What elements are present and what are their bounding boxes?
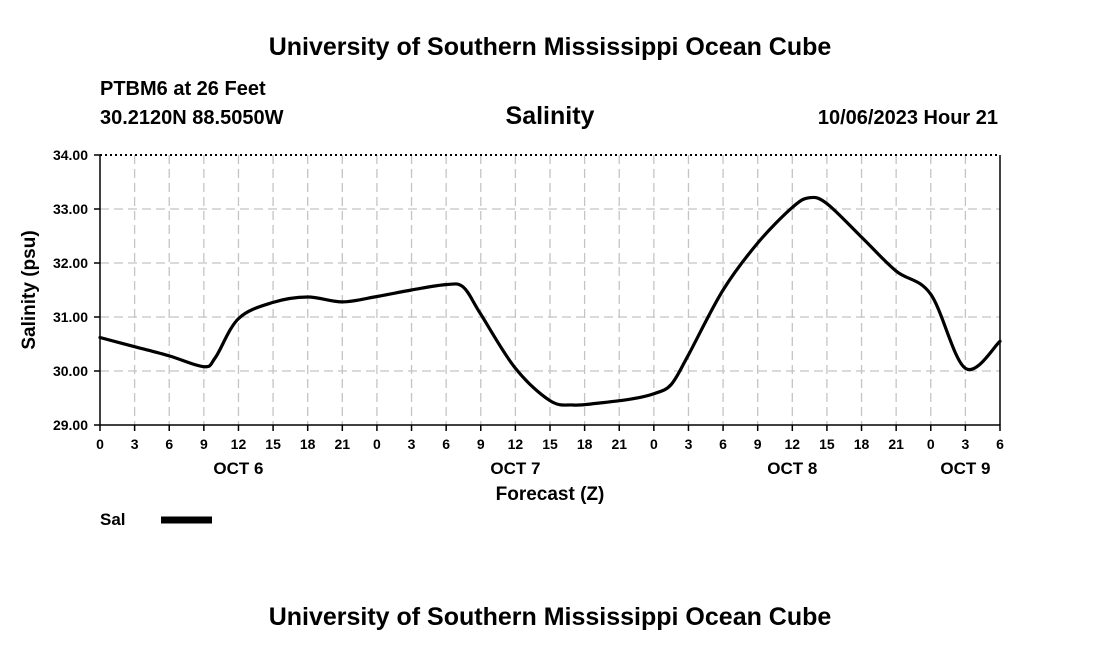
x-tick-label: 9 <box>477 436 485 452</box>
y-tick-label: 32.00 <box>53 255 88 271</box>
y-tick-label: 33.00 <box>53 201 88 217</box>
x-tick-label: 12 <box>785 436 801 452</box>
coordinates-label: 30.2120N 88.5050W <box>100 107 284 129</box>
legend-label: Sal <box>100 510 126 529</box>
x-tick-label: 9 <box>200 436 208 452</box>
y-axis-label: Salinity (psu) <box>19 230 40 349</box>
x-tick-label: 6 <box>996 436 1004 452</box>
x-tick-label: 18 <box>577 436 593 452</box>
y-tick-label: 34.00 <box>53 147 88 163</box>
x-tick-label: 0 <box>650 436 658 452</box>
legend: Sal <box>100 510 212 529</box>
y-axis: 29.00 30.00 31.00 32.00 33.00 34.00 <box>53 147 100 433</box>
forecast-datetime: 10/06/2023 Hour 21 <box>818 107 998 129</box>
station-label: PTBM6 at 26 Feet <box>100 78 266 100</box>
x-tick-label: 15 <box>542 436 558 452</box>
y-tick-label: 30.00 <box>53 363 88 379</box>
x-tick-label: 12 <box>508 436 524 452</box>
x-tick-label: 6 <box>442 436 450 452</box>
x-tick-label: 18 <box>854 436 870 452</box>
day-label: OCT 8 <box>767 459 817 478</box>
x-tick-label: 0 <box>96 436 104 452</box>
x-tick-label: 21 <box>335 436 351 452</box>
x-tick-label: 3 <box>961 436 969 452</box>
day-label: OCT 9 <box>940 459 990 478</box>
x-tick-label: 15 <box>819 436 835 452</box>
x-axis: 0 3 6 9 12 15 18 21 0 3 6 9 12 15 18 21 0 3 6 9 12 15 18 21 0 3 6 <box>96 425 1004 452</box>
y-tick-label: 29.00 <box>53 417 88 433</box>
day-label: OCT 6 <box>213 459 263 478</box>
x-tick-label: 12 <box>231 436 247 452</box>
grid-lines <box>100 155 1000 425</box>
series-line-sal <box>98 195 1002 407</box>
x-tick-label: 21 <box>888 436 904 452</box>
page-title: University of Southern Mississippi Ocean… <box>269 33 832 61</box>
x-tick-label: 3 <box>408 436 416 452</box>
x-tick-label: 6 <box>165 436 173 452</box>
day-label: OCT 7 <box>490 459 540 478</box>
x-tick-label: 0 <box>927 436 935 452</box>
x-tick-label: 0 <box>373 436 381 452</box>
chart-title: Salinity <box>506 102 595 130</box>
footer-title: University of Southern Mississippi Ocean… <box>269 603 832 631</box>
x-axis-label: Forecast (Z) <box>496 484 605 505</box>
x-tick-label: 15 <box>265 436 281 452</box>
x-tick-label: 9 <box>754 436 762 452</box>
series-layer <box>98 195 1002 407</box>
day-labels: OCT 6 OCT 7 OCT 8 OCT 9 <box>213 459 990 478</box>
x-tick-label: 21 <box>611 436 627 452</box>
x-tick-label: 6 <box>719 436 727 452</box>
y-tick-label: 31.00 <box>53 309 88 325</box>
x-tick-label: 3 <box>685 436 693 452</box>
x-tick-label: 3 <box>131 436 139 452</box>
x-tick-label: 18 <box>300 436 316 452</box>
